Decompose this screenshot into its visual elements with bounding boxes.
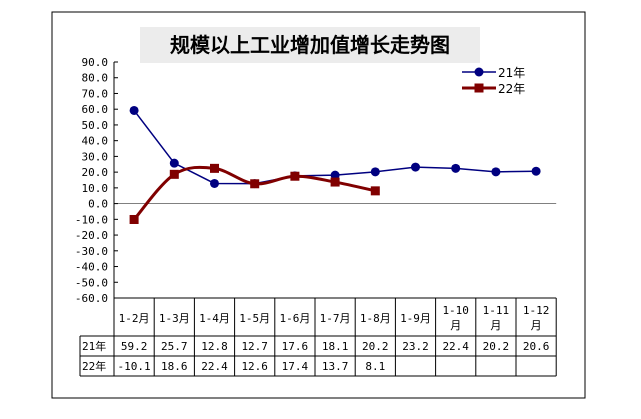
- data-point: [210, 163, 219, 173]
- data-point: [370, 186, 380, 196]
- legend-label: 21年: [498, 66, 525, 80]
- y-tick-label: 0.0: [88, 198, 108, 211]
- chart-frame: [51, 11, 586, 399]
- y-tick-label: 70.0: [82, 87, 109, 100]
- table-cell-value: -10.1: [118, 360, 151, 373]
- table-cell-value: 8.1: [365, 360, 385, 373]
- y-tick-label: 40.0: [82, 135, 109, 148]
- x-category-label: 月: [490, 319, 501, 332]
- data-point: [330, 177, 340, 187]
- y-tick-label: 10.0: [82, 182, 109, 195]
- y-tick-label: 20.0: [82, 166, 109, 179]
- y-tick-label: -40.0: [75, 261, 108, 274]
- table-cell-value: 20.2: [362, 340, 389, 353]
- x-category-label: 1-9月: [400, 312, 431, 325]
- y-tick-label: -10.0: [75, 213, 108, 226]
- table-cell-value: 18.6: [161, 360, 188, 373]
- data-point: [210, 178, 219, 188]
- data-point: [451, 163, 461, 173]
- data-point: [370, 167, 380, 177]
- y-tick-label: -30.0: [75, 245, 108, 258]
- data-point: [491, 167, 501, 177]
- y-tick-label: -50.0: [75, 276, 108, 289]
- table-cell-value: 18.1: [322, 340, 349, 353]
- x-category-label: 月: [531, 319, 542, 332]
- table-row-label: 21年: [82, 339, 106, 353]
- table-cell-value: 12.6: [241, 360, 268, 373]
- x-category-label: 1-3月: [159, 312, 190, 325]
- table-cell-value: 17.4: [282, 360, 309, 373]
- y-tick-label: 50.0: [82, 119, 109, 132]
- legend-label: 22年: [498, 82, 525, 96]
- table-cell-value: 13.7: [322, 360, 349, 373]
- table-cell-value: 12.7: [241, 340, 268, 353]
- data-point: [129, 214, 139, 224]
- x-category-label: 1-8月: [360, 312, 391, 325]
- x-category-label: 月: [450, 319, 461, 332]
- table-cell-value: 59.2: [121, 340, 148, 353]
- x-category-label: 1-2月: [119, 312, 150, 325]
- x-category-label: 1-10: [442, 304, 469, 317]
- y-tick-label: 80.0: [82, 72, 109, 85]
- x-category-label: 1-4月: [199, 312, 230, 325]
- table-cell-value: 22.4: [201, 360, 228, 373]
- y-tick-label: -20.0: [75, 229, 108, 242]
- data-point: [290, 171, 300, 181]
- table-cell-value: 20.2: [483, 340, 510, 353]
- data-point: [169, 169, 179, 179]
- table-cell-value: 23.2: [402, 340, 429, 353]
- chart-title: 规模以上工业增加值增长走势图: [170, 33, 450, 57]
- data-point: [531, 166, 541, 176]
- legend-marker: [474, 67, 484, 77]
- y-tick-label: -60.0: [75, 292, 108, 305]
- y-tick-label: 60.0: [82, 103, 109, 116]
- x-category-label: 1-5月: [239, 312, 270, 325]
- legend-marker: [474, 83, 484, 93]
- data-point: [169, 158, 179, 168]
- y-tick-label: 90.0: [82, 56, 109, 69]
- x-category-label: 1-6月: [279, 312, 310, 325]
- table-row-label: 22年: [82, 359, 106, 373]
- data-point: [411, 162, 420, 172]
- x-category-label: 1-11: [483, 304, 510, 317]
- x-category-label: 1-7月: [320, 312, 351, 325]
- table-cell-value: 12.8: [201, 340, 228, 353]
- title-background: [140, 27, 480, 63]
- table-cell-value: 17.6: [282, 340, 309, 353]
- y-tick-label: 30.0: [82, 150, 109, 163]
- data-point: [330, 170, 340, 180]
- data-point: [250, 179, 260, 189]
- data-point: [129, 105, 139, 115]
- x-category-label: 1-12: [523, 304, 550, 317]
- table-cell-value: 20.6: [523, 340, 550, 353]
- table-cell-value: 22.4: [442, 340, 469, 353]
- table-cell-value: 25.7: [161, 340, 188, 353]
